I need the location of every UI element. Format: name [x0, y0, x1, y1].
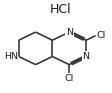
- Text: HN: HN: [4, 52, 18, 61]
- Text: Cl: Cl: [97, 31, 106, 40]
- Text: Cl: Cl: [65, 74, 74, 83]
- Text: N: N: [66, 28, 73, 37]
- Text: N: N: [83, 52, 90, 61]
- Text: HCl: HCl: [50, 3, 72, 16]
